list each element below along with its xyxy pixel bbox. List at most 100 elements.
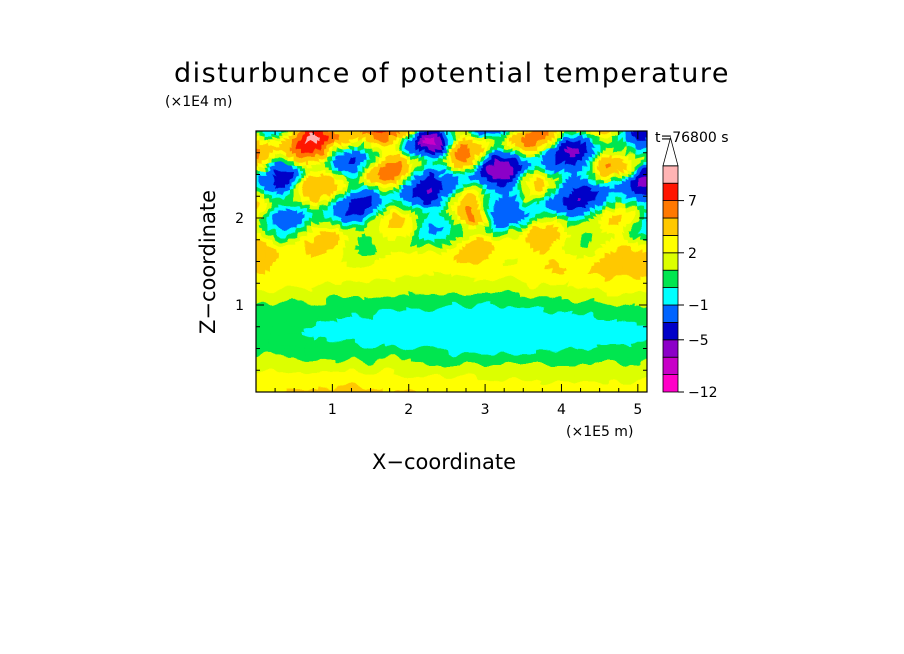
field-cell	[335, 325, 339, 331]
field-cell	[495, 291, 500, 297]
field-cell	[300, 363, 305, 369]
field-cell	[558, 272, 563, 278]
field-cell	[555, 310, 560, 316]
field-cell	[319, 363, 324, 369]
field-cell	[618, 299, 623, 304]
field-cell	[555, 382, 560, 388]
field-cell	[438, 360, 443, 365]
field-cell	[612, 375, 616, 380]
field-cell	[347, 280, 352, 285]
field-cell	[360, 269, 364, 274]
field-cell	[397, 382, 402, 388]
field-cell	[549, 284, 553, 289]
field-cell	[608, 363, 613, 369]
field-cell	[382, 318, 386, 323]
field-cell	[577, 367, 582, 373]
field-cell	[259, 307, 264, 312]
field-cell	[586, 363, 591, 369]
field-cell	[372, 295, 377, 301]
field-cell	[574, 310, 579, 316]
field-cell	[404, 394, 408, 398]
field-cell	[467, 360, 471, 365]
field-cell	[278, 314, 283, 319]
field-cell	[470, 253, 475, 259]
field-cell	[599, 253, 604, 259]
field-cell	[473, 322, 478, 327]
field-cell	[580, 337, 585, 342]
field-cell	[416, 299, 421, 304]
field-cell	[457, 276, 462, 282]
field-cell	[353, 303, 358, 308]
field-cell	[467, 333, 471, 338]
field-cell	[495, 299, 500, 304]
field-cell	[407, 344, 412, 350]
field-cell	[272, 341, 276, 346]
field-cell	[382, 329, 386, 335]
field-cell	[454, 341, 459, 346]
field-cell	[650, 269, 654, 273]
field-cell	[435, 341, 440, 346]
field-cell	[262, 325, 267, 331]
field-cell	[618, 367, 623, 373]
field-cell	[366, 360, 371, 365]
field-cell	[495, 303, 500, 308]
field-cell	[272, 363, 276, 369]
field-cell	[265, 288, 270, 293]
field-cell	[429, 314, 434, 319]
field-cell	[394, 386, 399, 392]
field-cell	[464, 291, 468, 297]
field-cell	[634, 250, 638, 255]
field-cell	[574, 333, 579, 338]
field-cell	[517, 352, 522, 357]
field-cell	[567, 257, 572, 263]
field-cell	[624, 307, 629, 312]
field-cell	[608, 288, 613, 293]
field-cell	[379, 382, 383, 388]
field-cell	[608, 352, 613, 357]
field-cell	[482, 299, 487, 304]
field-cell	[590, 291, 594, 297]
field-cell	[596, 341, 601, 346]
field-cell	[290, 307, 295, 312]
field-cell	[564, 344, 569, 350]
field-cell	[256, 299, 261, 304]
field-cell	[426, 367, 431, 373]
field-cell	[341, 379, 346, 384]
field-cell	[448, 261, 453, 266]
field-cell	[464, 253, 468, 259]
field-cell	[268, 356, 273, 361]
field-cell	[357, 329, 361, 335]
field-cell	[590, 325, 594, 331]
field-cell	[416, 344, 421, 350]
field-cell	[278, 272, 283, 278]
field-cell	[297, 314, 301, 319]
field-cell	[413, 288, 418, 293]
field-cell	[527, 318, 531, 323]
field-cell	[486, 295, 490, 301]
field-cell	[375, 272, 380, 278]
field-cell	[574, 379, 579, 384]
field-cell	[256, 356, 261, 361]
field-cell	[457, 382, 462, 388]
field-cell	[621, 291, 626, 297]
field-cell	[489, 390, 494, 392]
field-cell	[451, 356, 456, 361]
field-cell	[574, 269, 579, 274]
field-cell	[360, 375, 364, 380]
field-cell	[520, 341, 525, 346]
field-cell	[495, 356, 500, 361]
field-cell	[300, 318, 305, 323]
field-cell	[382, 375, 386, 380]
field-cell	[438, 379, 443, 384]
field-cell	[486, 310, 490, 316]
field-cell	[272, 360, 276, 365]
field-cell	[457, 333, 462, 338]
field-cell	[385, 375, 390, 380]
field-cell	[404, 257, 409, 263]
field-cell	[460, 337, 465, 342]
field-cell	[498, 257, 503, 263]
field-cell	[363, 341, 368, 346]
field-cell	[533, 265, 538, 270]
field-cell	[486, 341, 490, 346]
field-cell	[281, 295, 286, 301]
